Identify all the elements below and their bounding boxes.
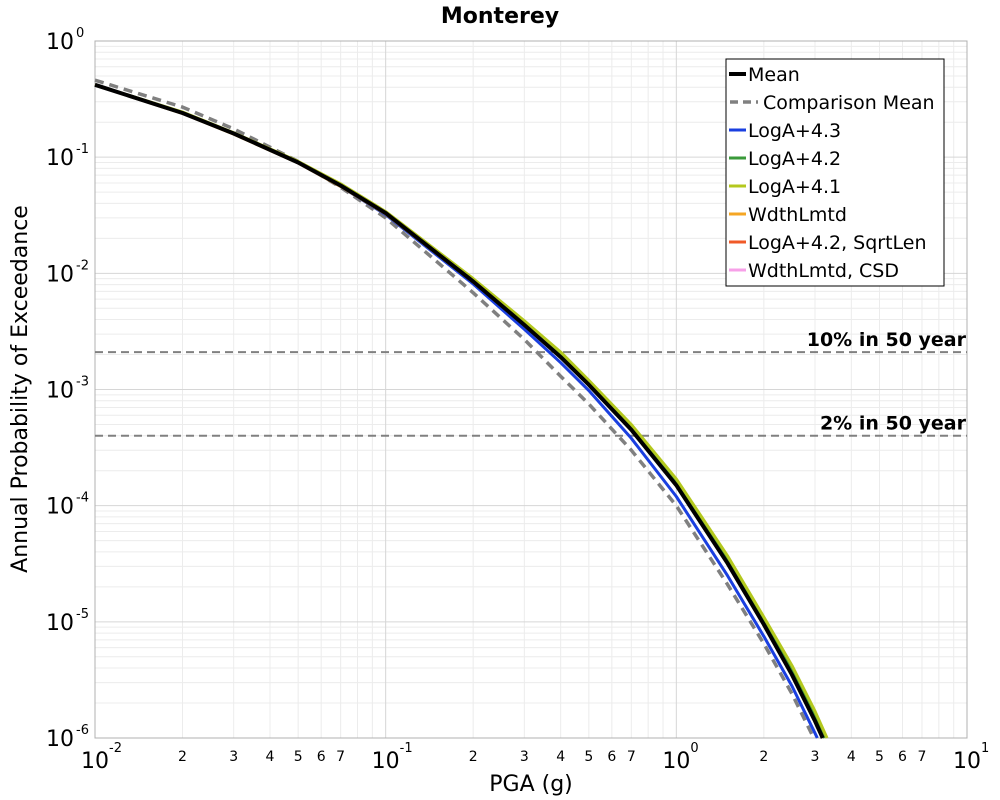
x-minor-tick-label: 5 — [584, 749, 593, 765]
y-major-tick-label: 10 — [46, 379, 74, 404]
x-minor-tick-label: 7 — [336, 749, 345, 765]
plot-frame — [94, 40, 968, 739]
y-major-tick-exponent: -5 — [76, 607, 89, 622]
legend-label: WdthLmtd, CSD — [748, 260, 899, 282]
x-minor-tick-label: 6 — [898, 749, 907, 765]
x-minor-tick-label: 2 — [178, 749, 187, 765]
y-major-tick-label: 10 — [46, 611, 74, 636]
x-major-tick-label: 10 — [372, 749, 400, 774]
x-minor-tick-label: 4 — [266, 749, 275, 765]
x-minor-tick-label: 3 — [811, 749, 820, 765]
reference-lines: 10% in 50 year 2% in 50 year — [95, 329, 967, 437]
legend-box — [725, 58, 945, 287]
y-major-tick-exponent: 0 — [76, 26, 84, 41]
x-minor-tick-label: 2 — [469, 749, 478, 765]
legend-label: WdthLmtd — [748, 204, 847, 226]
series-line — [94, 82, 825, 739]
x-major-tick-label: 10 — [953, 749, 981, 774]
y-major-tick-label: 10 — [46, 495, 74, 520]
x-minor-tick-label: 6 — [607, 749, 616, 765]
y-major-tick-exponent: -3 — [76, 375, 89, 390]
x-minor-tick-label: 7 — [627, 749, 636, 765]
x-major-tick-exponent: -1 — [400, 741, 413, 756]
y-major-tick-exponent: -2 — [76, 258, 89, 273]
x-minor-tick-label: 4 — [556, 749, 565, 765]
legend-label: LogA+4.2 — [748, 148, 841, 170]
y-axis-label: Annual Probability of Exceedance — [8, 205, 33, 573]
x-major-tick-exponent: 0 — [690, 741, 698, 756]
y-major-tick-exponent: -1 — [76, 142, 89, 157]
y-major-tick-label: 10 — [46, 146, 74, 171]
x-minor-tick-label: 3 — [520, 749, 529, 765]
x-major-tick-label: 10 — [662, 749, 690, 774]
y-major-tick-label: 10 — [46, 262, 74, 287]
legend-label: Mean — [748, 64, 800, 86]
legend-label: LogA+4.2, SqrtLen — [748, 232, 927, 254]
series-line — [94, 78, 816, 739]
y-major-tick-exponent: -6 — [76, 723, 89, 738]
x-major-tick-label: 10 — [81, 749, 109, 774]
y-major-tick-label: 10 — [46, 30, 74, 55]
x-minor-tick-label: 6 — [317, 749, 326, 765]
y-major-tick-label: 10 — [46, 727, 74, 752]
legend-label: Comparison Mean — [763, 92, 935, 114]
x-minor-tick-label: 5 — [875, 749, 884, 765]
legend-label: LogA+4.3 — [748, 120, 841, 142]
x-minor-tick-label: 5 — [294, 749, 303, 765]
reference-line-label: 2% in 50 year — [820, 413, 967, 435]
x-major-tick-exponent: 1 — [981, 741, 989, 756]
series-lines — [94, 78, 829, 739]
x-minor-tick-label: 4 — [847, 749, 856, 765]
x-minor-tick-label: 2 — [759, 749, 768, 765]
chart-title: Monterey — [441, 4, 559, 29]
x-major-tick-exponent: -2 — [109, 741, 122, 756]
x-minor-tick-label: 7 — [918, 749, 927, 765]
x-minor-tick-label: 3 — [229, 749, 238, 765]
legend-label: LogA+4.1 — [748, 176, 841, 198]
x-axis-label: PGA (g) — [489, 772, 573, 797]
y-major-tick-exponent: -4 — [76, 491, 89, 506]
legend: Mean Comparison Mean LogA+4.3 LogA+4.2 LogA+… — [725, 58, 945, 287]
reference-line-label: 10% in 50 year — [807, 329, 967, 351]
